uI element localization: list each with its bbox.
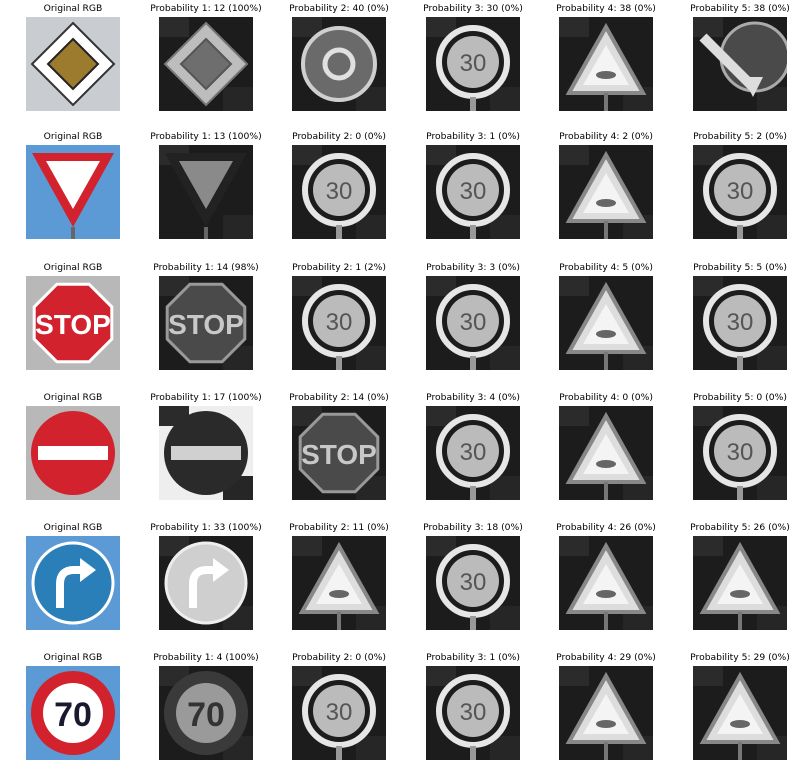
round-limit-sign: 30 <box>693 406 787 500</box>
round-limit-sign: 30 <box>693 276 787 370</box>
warning-triangle-sign <box>693 536 787 630</box>
svg-text:30: 30 <box>326 699 353 726</box>
probability-label: Probability 5: 26 (0%) <box>690 522 790 533</box>
probability-label: Probability 5: 5 (0%) <box>693 262 787 273</box>
stop-sign: STOP <box>159 276 253 370</box>
turn-right-ahead-sign <box>26 536 120 630</box>
warning-triangle-sign <box>559 145 653 239</box>
svg-text:30: 30 <box>460 439 487 466</box>
original-label: Original RGB <box>43 131 103 142</box>
svg-text:30: 30 <box>727 178 754 205</box>
round-limit-sign: 30 <box>693 145 787 239</box>
probability-label: Probability 4: 29 (0%) <box>556 652 656 663</box>
probability-label: Probability 1: 4 (100%) <box>153 652 259 663</box>
keep-right-sign <box>693 17 787 111</box>
stop-sign: STOP <box>26 276 120 370</box>
probability-label: Probability 3: 3 (0%) <box>426 262 520 273</box>
svg-text:STOP: STOP <box>168 309 244 340</box>
round-limit-sign: 30 <box>426 276 520 370</box>
probability-label: Probability 4: 0 (0%) <box>559 392 653 403</box>
yield-sign <box>159 145 253 239</box>
probability-label: Probability 3: 30 (0%) <box>423 3 523 14</box>
probability-label: Probability 2: 14 (0%) <box>289 392 389 403</box>
probability-label: Probability 3: 1 (0%) <box>426 652 520 663</box>
warning-triangle-sign <box>559 406 653 500</box>
original-label: Original RGB <box>43 3 103 14</box>
svg-text:STOP: STOP <box>35 309 111 340</box>
warning-triangle-sign <box>292 536 386 630</box>
original-label: Original RGB <box>43 652 103 663</box>
roundabout-sign <box>292 17 386 111</box>
probability-label: Probability 1: 13 (100%) <box>150 131 262 142</box>
round-limit-sign: 30 <box>426 536 520 630</box>
svg-text:70: 70 <box>187 696 225 734</box>
round-limit-sign: 30 <box>292 145 386 239</box>
svg-text:30: 30 <box>460 569 487 596</box>
probability-label: Probability 1: 14 (98%) <box>153 262 259 273</box>
speed-limit-sign: 70 <box>26 666 120 760</box>
svg-text:30: 30 <box>460 309 487 336</box>
warning-triangle-sign <box>559 666 653 760</box>
probability-label: Probability 4: 2 (0%) <box>559 131 653 142</box>
probability-label: Probability 5: 2 (0%) <box>693 131 787 142</box>
probability-label: Probability 2: 0 (0%) <box>292 131 386 142</box>
svg-text:30: 30 <box>460 50 487 77</box>
probability-label: Probability 3: 4 (0%) <box>426 392 520 403</box>
svg-text:30: 30 <box>727 439 754 466</box>
speed-limit-sign: 70 <box>159 666 253 760</box>
probability-label: Probability 1: 33 (100%) <box>150 522 262 533</box>
round-limit-sign: 30 <box>292 276 386 370</box>
svg-text:70: 70 <box>54 696 92 734</box>
svg-text:30: 30 <box>326 309 353 336</box>
probability-label: Probability 5: 38 (0%) <box>690 3 790 14</box>
probability-label: Probability 4: 26 (0%) <box>556 522 656 533</box>
probability-label: Probability 2: 0 (0%) <box>292 652 386 663</box>
no-entry-sign <box>159 406 253 500</box>
priority-road-sign <box>159 17 253 111</box>
probability-label: Probability 1: 12 (100%) <box>150 3 262 14</box>
probability-label: Probability 2: 1 (2%) <box>292 262 386 273</box>
probability-label: Probability 5: 29 (0%) <box>690 652 790 663</box>
probability-label: Probability 2: 11 (0%) <box>289 522 389 533</box>
original-label: Original RGB <box>43 522 103 533</box>
round-limit-sign: 30 <box>426 145 520 239</box>
turn-right-ahead-sign <box>159 536 253 630</box>
no-entry-sign <box>26 406 120 500</box>
original-label: Original RGB <box>43 262 103 273</box>
svg-text:30: 30 <box>460 699 487 726</box>
yield-sign <box>26 145 120 239</box>
probability-label: Probability 5: 0 (0%) <box>693 392 787 403</box>
priority-road-sign <box>26 17 120 111</box>
probability-label: Probability 4: 38 (0%) <box>556 3 656 14</box>
stop-sign: STOP <box>292 406 386 500</box>
svg-text:30: 30 <box>460 178 487 205</box>
round-limit-sign: 30 <box>426 406 520 500</box>
probability-label: Probability 2: 40 (0%) <box>289 3 389 14</box>
svg-text:30: 30 <box>326 178 353 205</box>
round-limit-sign: 30 <box>426 666 520 760</box>
original-label: Original RGB <box>43 392 103 403</box>
warning-triangle-sign <box>559 536 653 630</box>
svg-text:30: 30 <box>727 309 754 336</box>
probability-label: Probability 3: 18 (0%) <box>423 522 523 533</box>
probability-label: Probability 4: 5 (0%) <box>559 262 653 273</box>
probability-label: Probability 3: 1 (0%) <box>426 131 520 142</box>
probability-label: Probability 1: 17 (100%) <box>150 392 262 403</box>
svg-text:STOP: STOP <box>301 439 377 470</box>
warning-triangle-sign <box>559 276 653 370</box>
warning-triangle-sign <box>559 17 653 111</box>
warning-triangle-sign <box>693 666 787 760</box>
round-limit-sign: 30 <box>426 17 520 111</box>
round-limit-sign: 30 <box>292 666 386 760</box>
